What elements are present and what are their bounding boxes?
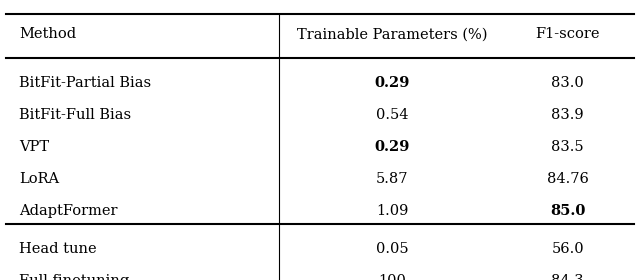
Text: BitFit-Full Bias: BitFit-Full Bias (19, 108, 131, 122)
Text: 84.76: 84.76 (547, 172, 589, 186)
Text: 0.29: 0.29 (374, 140, 410, 154)
Text: LoRA: LoRA (19, 172, 59, 186)
Text: F1-score: F1-score (536, 27, 600, 41)
Text: 1.09: 1.09 (376, 204, 408, 218)
Text: Trainable Parameters (%): Trainable Parameters (%) (297, 27, 488, 41)
Text: 83.9: 83.9 (552, 108, 584, 122)
Text: 85.0: 85.0 (550, 204, 586, 218)
Text: 0.54: 0.54 (376, 108, 408, 122)
Text: 84.3: 84.3 (552, 274, 584, 280)
Text: Method: Method (19, 27, 76, 41)
Text: 56.0: 56.0 (552, 242, 584, 256)
Text: Full finetuning: Full finetuning (19, 274, 129, 280)
Text: 5.87: 5.87 (376, 172, 408, 186)
Text: 0.05: 0.05 (376, 242, 408, 256)
Text: 100: 100 (378, 274, 406, 280)
Text: AdaptFormer: AdaptFormer (19, 204, 118, 218)
Text: 0.29: 0.29 (374, 76, 410, 90)
Text: 83.0: 83.0 (552, 76, 584, 90)
Text: BitFit-Partial Bias: BitFit-Partial Bias (19, 76, 151, 90)
Text: Head tune: Head tune (19, 242, 97, 256)
Text: 83.5: 83.5 (552, 140, 584, 154)
Text: VPT: VPT (19, 140, 49, 154)
